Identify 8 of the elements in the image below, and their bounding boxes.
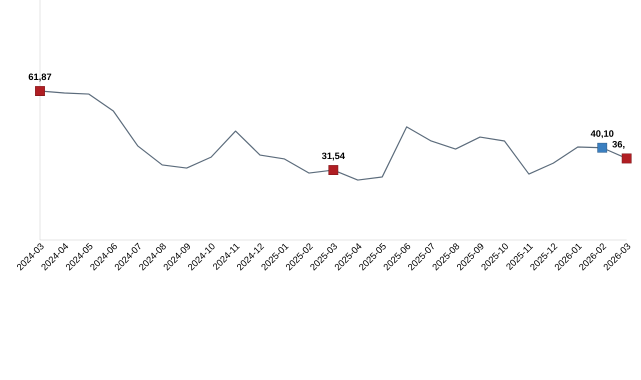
data-label: 36, <box>612 140 624 149</box>
point <box>35 86 45 96</box>
point <box>597 142 608 153</box>
data-label: 40,10 <box>590 130 614 138</box>
point <box>328 165 338 175</box>
point <box>622 154 632 164</box>
data-label: 31,54 <box>322 152 345 160</box>
data-label: 61,87 <box>28 74 52 82</box>
